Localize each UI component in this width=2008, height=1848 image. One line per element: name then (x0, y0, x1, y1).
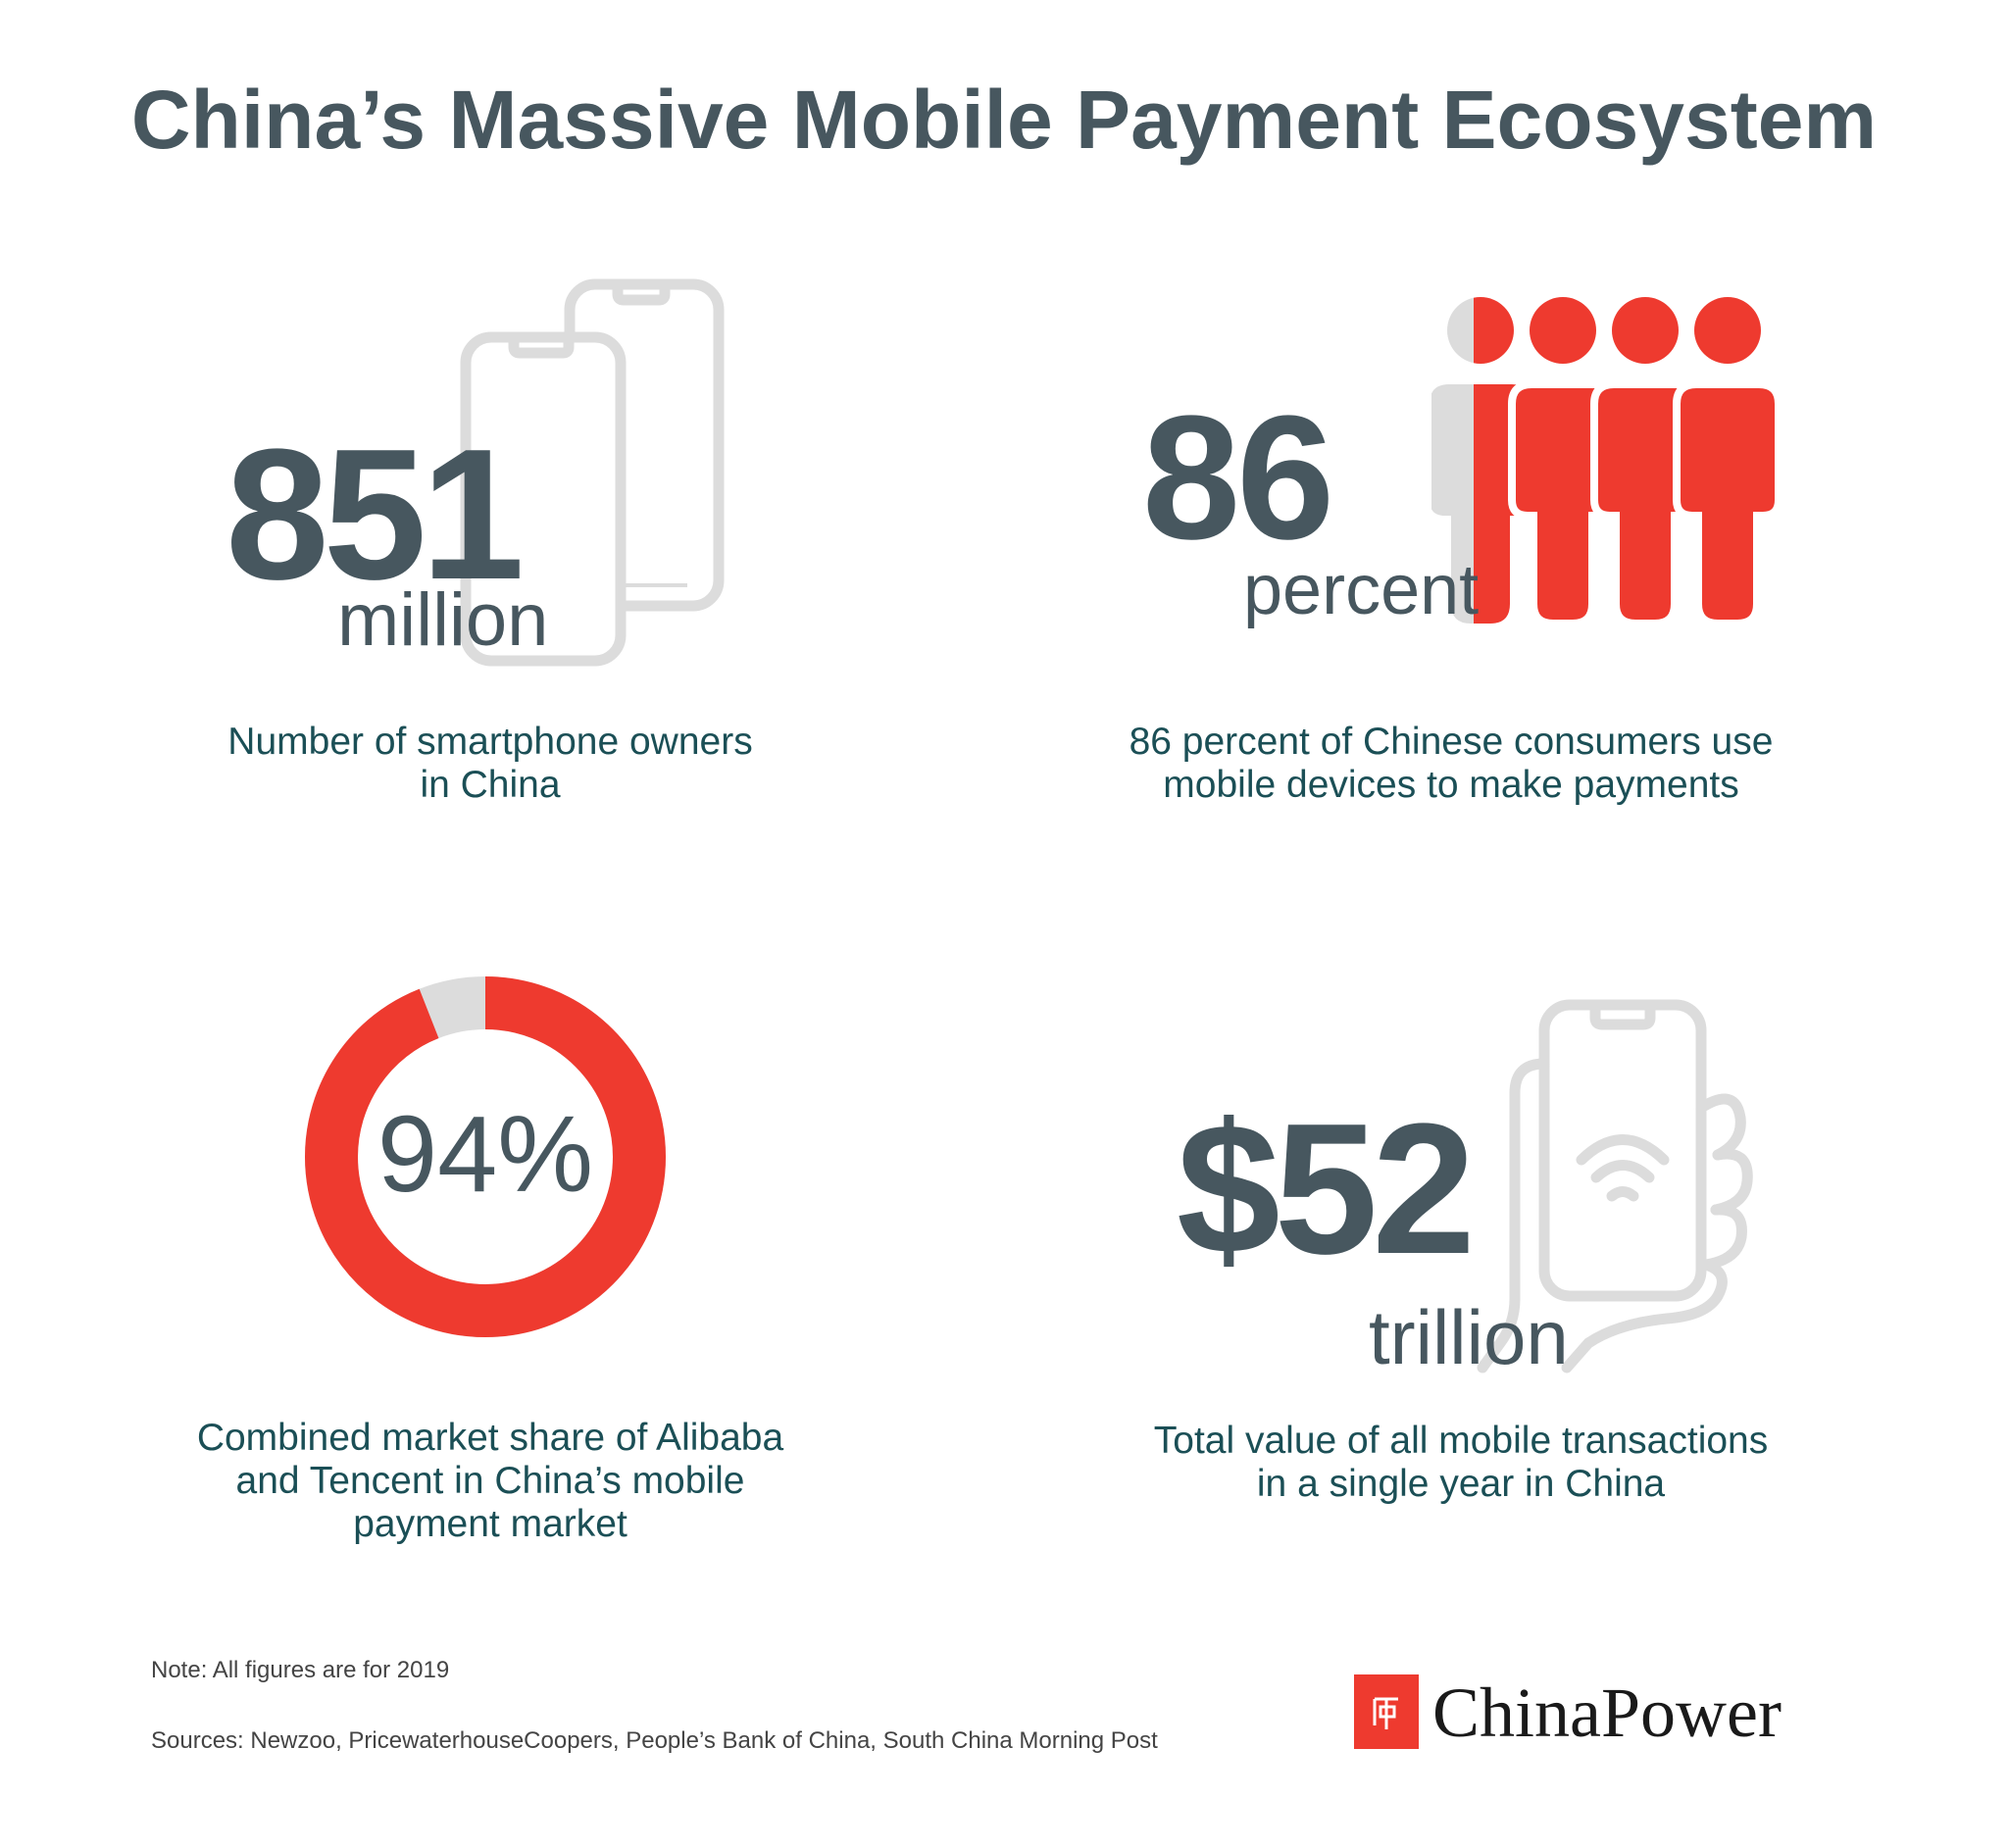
donut-fill-arc (305, 976, 666, 1337)
stat-smartphones-value: 851 (226, 411, 525, 619)
stat-transactions-unit: trillion (1369, 1294, 1569, 1380)
stat-transactions-value: $52 (1177, 1085, 1476, 1293)
donut-ring-icon (305, 976, 666, 1337)
brand-name: ChinaPower (1432, 1673, 1782, 1752)
stat-transactions-description: Total value of all mobile transactions i… (1153, 1420, 1769, 1505)
stat-smartphones-unit: million (337, 578, 549, 662)
stat-market-share-value: 94% (376, 1094, 594, 1215)
stat-payment-users-unit: percent (1243, 551, 1480, 629)
stat-payment-users-value: 86 (1142, 379, 1334, 576)
footer-sources: Sources: Newzoo, PricewaterhouseCoopers,… (151, 1727, 1158, 1754)
page-title: China’s Massive Mobile Payment Ecosystem (130, 74, 1878, 166)
stat-smartphones-description: Number of smartphone owners in China (227, 721, 753, 806)
chinapower-logo-icon (1354, 1674, 1419, 1749)
footer-note: Note: All figures are for 2019 (151, 1657, 450, 1683)
stat-payment-users-description: 86 percent of Chinese consumers use mobi… (1129, 721, 1774, 806)
stat-market-share-description: Combined market share of Alibaba and Ten… (196, 1417, 784, 1545)
